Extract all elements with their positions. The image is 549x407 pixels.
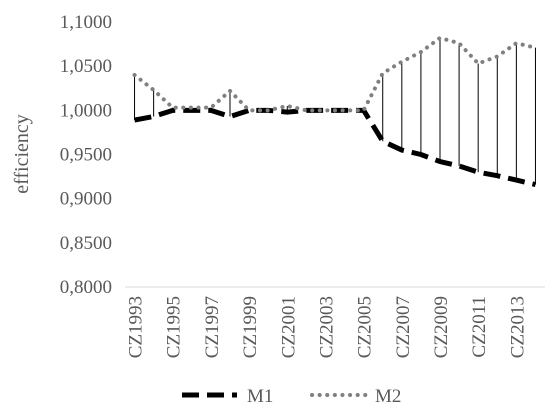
- y-tick-label: 1,0500: [60, 56, 112, 77]
- x-tick-label: CZ2007: [393, 296, 414, 358]
- x-tick-label: CZ2013: [507, 296, 528, 358]
- x-tick-label: CZ1999: [240, 296, 261, 358]
- legend-item-m2: M2: [310, 386, 401, 407]
- y-tick-label: 0,9000: [60, 189, 112, 210]
- y-tick-label: 0,8000: [60, 277, 112, 298]
- legend: M1 M2: [182, 386, 401, 407]
- y-tick-label: 1,0000: [60, 100, 112, 121]
- x-axis-ticks: CZ1993 CZ1995 CZ1997 CZ1999 CZ2001 CZ2003 CZ20…: [126, 296, 529, 358]
- y-axis-ticks: 0,8000 0,8500 0,9000 0,9500 1,0000 1,0500 1,10…: [60, 12, 112, 298]
- y-tick-label: 0,9500: [60, 145, 112, 166]
- y-axis-title: efficiency: [11, 114, 33, 194]
- y-tick-label: 0,8500: [60, 233, 112, 254]
- series-layer: [132, 35, 538, 187]
- x-tick-label: CZ1995: [164, 296, 185, 358]
- x-tick-label: CZ1993: [126, 296, 147, 358]
- x-tick-label: CZ2001: [278, 296, 299, 358]
- legend-label-m1: M1: [247, 386, 273, 407]
- series-line-m1: [134, 107, 537, 187]
- x-tick-label: CZ2005: [355, 296, 376, 358]
- series-line-m2: [132, 35, 538, 113]
- x-tick-label: CZ2011: [469, 296, 490, 358]
- x-tick-label: CZ1997: [202, 296, 223, 358]
- high-low-lines: [134, 37, 536, 185]
- legend-label-m2: M2: [375, 386, 401, 407]
- x-tick-label: CZ2009: [431, 296, 452, 358]
- legend-item-m1: M1: [182, 386, 273, 407]
- x-tick-label: CZ2003: [316, 296, 337, 358]
- y-tick-label: 1,1000: [60, 12, 112, 33]
